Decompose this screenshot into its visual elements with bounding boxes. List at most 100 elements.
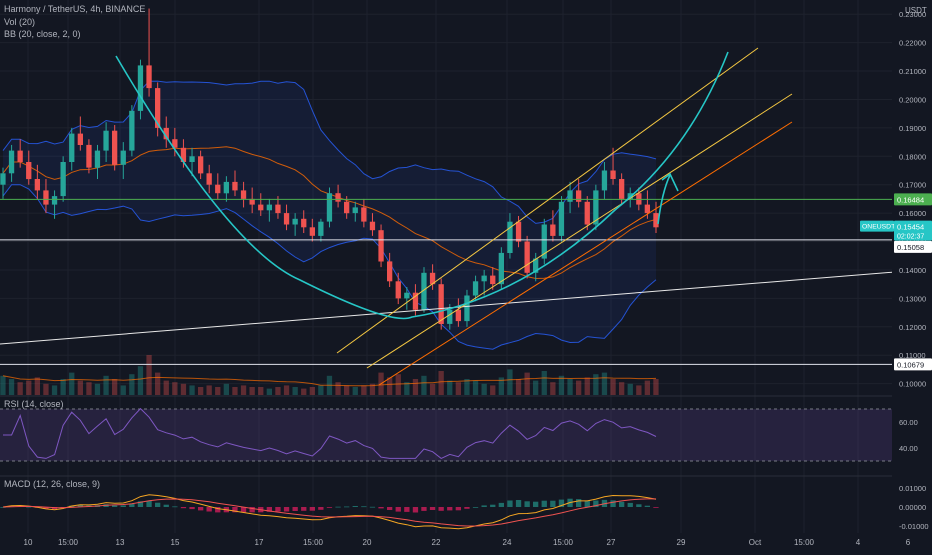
candle-body[interactable]: [498, 252, 504, 285]
candle-body[interactable]: [421, 272, 427, 310]
channel-middle-line[interactable]: [366, 93, 793, 369]
candle-body[interactable]: [481, 275, 487, 282]
volume-bar: [258, 387, 264, 395]
candle-body[interactable]: [163, 127, 169, 140]
candle-body[interactable]: [43, 190, 49, 205]
drawings[interactable]: [0, 47, 896, 477]
candle-body[interactable]: [86, 144, 92, 168]
candle-body[interactable]: [584, 201, 590, 225]
candle-body[interactable]: [249, 198, 255, 205]
candle-body[interactable]: [369, 221, 376, 231]
candle-body[interactable]: [378, 230, 384, 262]
candle-body[interactable]: [387, 261, 393, 282]
candle-body[interactable]: [172, 139, 178, 148]
candle-body[interactable]: [232, 181, 238, 191]
candle-body[interactable]: [515, 221, 522, 242]
candle-body[interactable]: [533, 258, 539, 273]
candle-body[interactable]: [344, 201, 350, 214]
candle-body[interactable]: [112, 130, 118, 165]
candle-body[interactable]: [352, 207, 358, 214]
candle-body[interactable]: [292, 218, 298, 225]
candle-body[interactable]: [146, 65, 152, 89]
rsi-line[interactable]: [3, 407, 657, 459]
macd-pane[interactable]: [0, 494, 659, 530]
candle-body[interactable]: [26, 162, 32, 180]
candle-body[interactable]: [576, 190, 582, 202]
candle-body[interactable]: [275, 204, 281, 214]
candle-body[interactable]: [215, 184, 221, 194]
candle-body[interactable]: [17, 150, 23, 162]
candle-body[interactable]: [619, 179, 625, 199]
candle-body[interactable]: [404, 292, 410, 299]
candle-body[interactable]: [541, 224, 547, 259]
candle-body[interactable]: [223, 181, 229, 194]
candle-body[interactable]: [318, 221, 324, 236]
candle-body[interactable]: [309, 227, 315, 236]
candle-body[interactable]: [301, 218, 307, 228]
candle-body[interactable]: [137, 65, 144, 111]
candle-body[interactable]: [77, 133, 83, 145]
candle-body[interactable]: [283, 213, 290, 225]
bb-legend[interactable]: BB (20, close, 2, 0): [4, 29, 81, 39]
candle-body[interactable]: [429, 272, 436, 285]
candle-body[interactable]: [189, 156, 195, 162]
symbol-title[interactable]: Harmony / TetherUS, 4h, BINANCE: [4, 4, 146, 14]
candle-body[interactable]: [155, 88, 161, 128]
rsi-legend[interactable]: RSI (14, close): [4, 399, 64, 409]
candle-body[interactable]: [524, 241, 530, 273]
candle-body[interactable]: [129, 110, 135, 151]
candle-body[interactable]: [455, 309, 461, 322]
candle-body[interactable]: [51, 196, 58, 205]
candle-body[interactable]: [567, 190, 573, 202]
candle-body[interactable]: [326, 193, 333, 222]
candle-body[interactable]: [120, 150, 126, 165]
candle-body[interactable]: [103, 130, 109, 151]
candle-body[interactable]: [69, 133, 75, 162]
candle-body[interactable]: [8, 150, 15, 174]
time-axis[interactable]: 10 15:00 13 15 17 15:00 20 22 24 15:00 27 29 Oct 15:0…: [0, 533, 932, 550]
candle-body[interactable]: [644, 204, 650, 214]
candle-body[interactable]: [653, 213, 659, 228]
candle-body[interactable]: [180, 147, 187, 162]
candle-body[interactable]: [335, 193, 341, 202]
volume-bar: [550, 382, 556, 395]
candle-body[interactable]: [0, 173, 6, 185]
rsi-pane[interactable]: [0, 407, 892, 462]
candle-body[interactable]: [464, 295, 470, 322]
candle-body[interactable]: [550, 224, 556, 236]
candles[interactable]: [0, 8, 659, 330]
macd-signal-line[interactable]: [2, 498, 656, 527]
candle-body[interactable]: [438, 284, 444, 324]
macd-legend[interactable]: MACD (12, 26, close, 9): [4, 479, 101, 489]
cup-curve[interactable]: [115, 51, 729, 320]
projection-arrow[interactable]: [657, 174, 671, 225]
candle-body[interactable]: [395, 281, 401, 299]
macd-line[interactable]: [2, 494, 657, 530]
candle-body[interactable]: [490, 275, 496, 285]
candle-body[interactable]: [601, 170, 608, 191]
candle-body[interactable]: [60, 162, 66, 197]
candle-body[interactable]: [266, 204, 272, 211]
channel-upper-line[interactable]: [336, 47, 759, 354]
candle-body[interactable]: [240, 190, 247, 199]
candle-body[interactable]: [472, 281, 479, 296]
candle-body[interactable]: [412, 292, 419, 310]
rising-support-line[interactable]: [0, 271, 896, 345]
volume-bar: [60, 379, 66, 395]
candle-body[interactable]: [361, 207, 367, 222]
candle-body[interactable]: [558, 201, 565, 236]
candle-body[interactable]: [507, 221, 513, 253]
candle-body[interactable]: [593, 190, 599, 225]
candle-body[interactable]: [447, 309, 453, 324]
candle-body[interactable]: [198, 156, 204, 174]
candle-body[interactable]: [94, 150, 101, 168]
price-axis[interactable]: USDT 0.23000 0.22000 0.21000 0.20000 0.19000…: [892, 0, 932, 550]
channel-lower-line[interactable]: [378, 121, 793, 386]
candle-body[interactable]: [258, 204, 264, 211]
candle-body[interactable]: [610, 170, 616, 180]
candle-body[interactable]: [206, 173, 212, 185]
volume-legend[interactable]: Vol (20): [4, 17, 36, 27]
candle-body[interactable]: [34, 179, 40, 191]
